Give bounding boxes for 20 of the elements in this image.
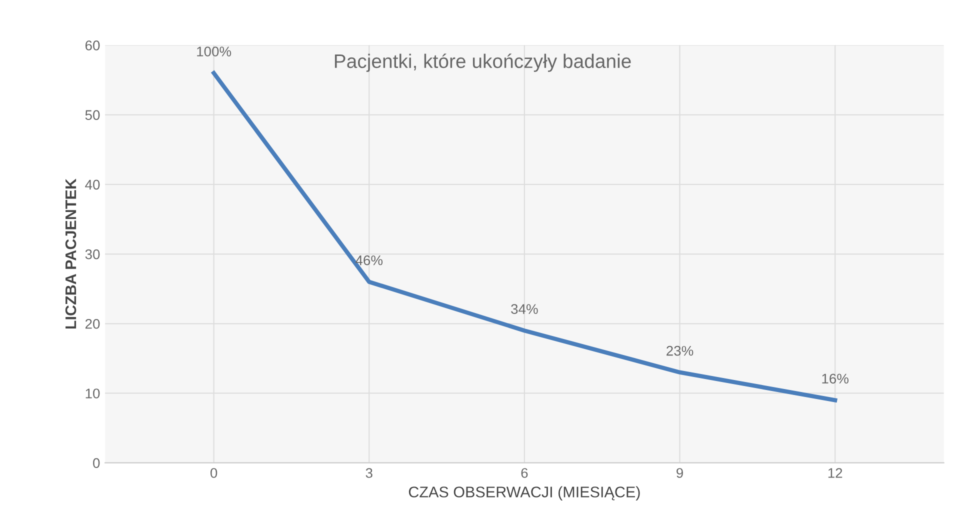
x-axis-title: CZAS OBSERWACJI (MIESIĄCE)	[408, 486, 640, 500]
chart-title: Pacjentki, które ukończyły badanie	[334, 54, 631, 72]
x-tick-label: 0	[210, 468, 218, 478]
y-axis-title: LICZBA PACJENTEK	[65, 178, 76, 329]
annotation: 46%	[356, 255, 383, 266]
annotation: 23%	[666, 346, 694, 356]
annotation: 16%	[822, 374, 848, 384]
y-tick-label: 20	[85, 318, 100, 329]
x-tick-label: 6	[521, 468, 528, 478]
y-tick-label: 50	[85, 110, 100, 120]
x-tick-label: 12	[828, 468, 842, 478]
x-tick-label: 3	[366, 468, 372, 478]
x-tick-label: 9	[676, 468, 683, 478]
y-tick-label: 30	[85, 249, 100, 260]
y-tick-label: 40	[85, 180, 100, 190]
y-tick-label: 60	[85, 40, 100, 50]
annotation: 34%	[511, 304, 538, 314]
y-tick-label: 0	[93, 458, 100, 468]
annotation: 100%	[197, 46, 232, 56]
y-tick-label: 10	[86, 388, 100, 398]
